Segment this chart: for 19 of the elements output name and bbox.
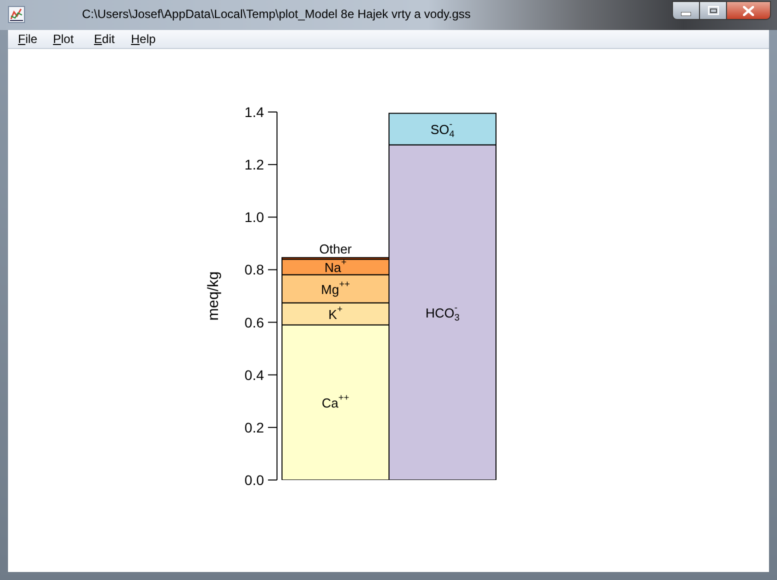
series-label: Na$^{+}$	[324, 256, 347, 274]
series-label: Mg$^{++}$	[321, 278, 350, 296]
y-tick-label: 0.2	[244, 419, 264, 436]
text: Edit	[94, 32, 115, 46]
y-tick-label: 1.0	[244, 209, 264, 226]
text: Help	[131, 32, 156, 46]
y-tick-label: 1.4	[244, 104, 264, 120]
y-tick-label: 0.4	[244, 366, 264, 383]
y-tick-label: 0.0	[244, 472, 264, 488]
series-label: K$^{+}$	[328, 304, 343, 322]
series-label: Other	[319, 241, 352, 256]
y-tick-label: 0.8	[244, 262, 264, 278]
text: Plot	[53, 32, 74, 46]
text: File	[18, 32, 38, 46]
chart-title: C:\Users\Josef\AppData\Local\Temp\plot_Model 8e Hajek vrty a vody.gss	[82, 7, 471, 21]
y-tick-label: 0.6	[244, 314, 264, 330]
series-label: Ca$^{++}$	[322, 392, 350, 410]
y-tick-label: 1.2	[244, 156, 264, 173]
y-axis-title: meq/kg	[204, 271, 222, 321]
